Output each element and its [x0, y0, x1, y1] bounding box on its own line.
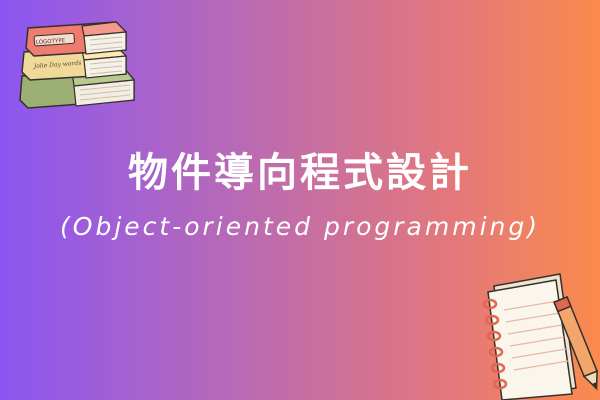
pencil-icon: [553, 295, 599, 391]
page-title: 物件導向程式設計: [128, 150, 472, 196]
book-stack-icon: Jolie Day words LOGOTYPE: [19, 21, 136, 109]
middle-spine-text: Jolie Day words: [32, 60, 82, 70]
notebook-icon: [482, 273, 599, 400]
top-spine-text: LOGOTYPE: [36, 38, 66, 46]
notebook-spiral: [482, 298, 508, 390]
red-book: LOGOTYPE: [25, 21, 128, 57]
page-subtitle: (Object-oriented programming): [60, 212, 540, 241]
